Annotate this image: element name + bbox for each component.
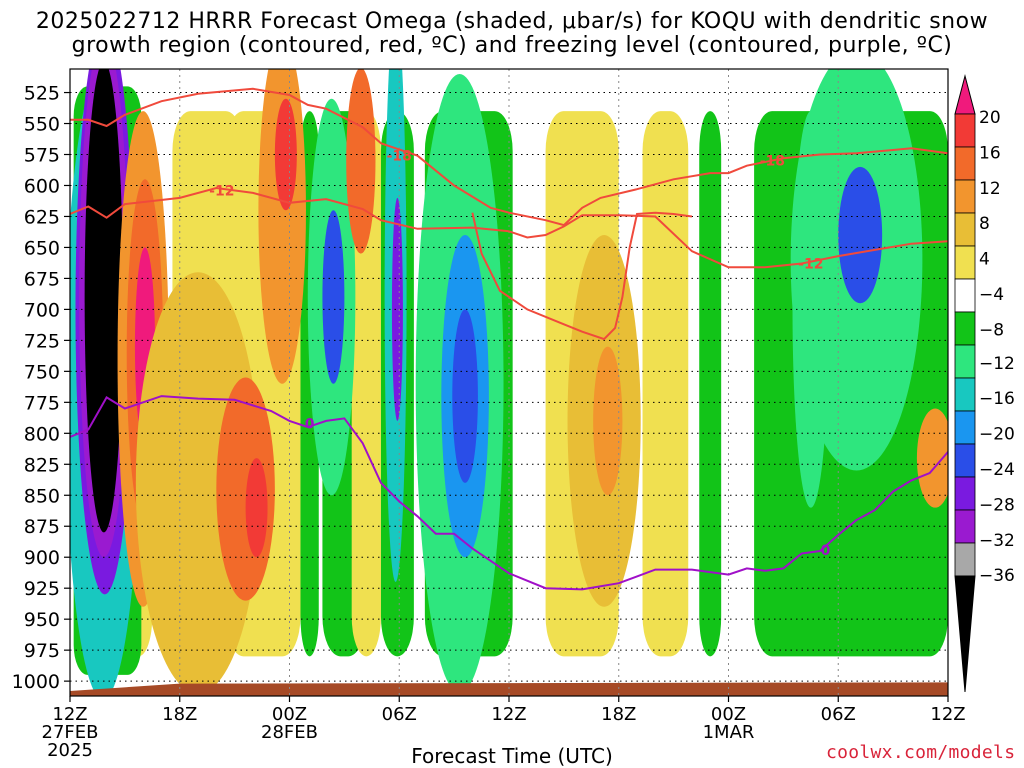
chart-title-line-2: growth region (contoured, red, ºC) and f…	[71, 33, 953, 58]
x-tick-label: 12Z	[491, 704, 526, 725]
source-credit: coolwx.com/models	[826, 742, 1016, 763]
colorbar-label: 12	[979, 179, 1001, 199]
x-tick-label: 18Z	[601, 704, 636, 725]
y-tick-label: 1000	[12, 671, 60, 693]
colorbar-swatch	[954, 476, 976, 511]
colorbar: 20 16 12 8 4 −4 −8 −12 −16 −20 −24 −28 −32 −36	[954, 74, 1015, 693]
colorbar-label: −20	[979, 425, 1015, 445]
y-tick-label: 975	[24, 640, 60, 662]
omega-cell	[322, 210, 345, 384]
x-tick-label: 18Z	[162, 704, 197, 725]
y-tick-label: 850	[24, 485, 60, 507]
colorbar-label: −36	[979, 566, 1015, 586]
contour-line	[70, 87, 948, 227]
omega-cell	[452, 309, 478, 483]
colorbar-label: −24	[979, 460, 1015, 480]
colorbar-label: −28	[979, 495, 1015, 515]
y-tick-label: 550	[24, 114, 60, 136]
omega-cell	[838, 166, 883, 304]
colorbar-swatch	[954, 509, 976, 544]
omega-cell	[135, 272, 261, 694]
colorbar-swatch	[954, 245, 976, 280]
contour-label: -18	[760, 154, 785, 170]
contour-label: -18	[387, 149, 412, 165]
contour-line	[70, 186, 948, 269]
contour-line	[471, 211, 693, 341]
colorbar-label: −4	[979, 285, 1004, 305]
y-tick-label: 600	[24, 175, 60, 197]
contour-label: -12	[209, 183, 234, 199]
colorbar-label: 20	[979, 108, 1001, 128]
omega-shading	[70, 69, 948, 696]
colorbar-label: 4	[979, 250, 990, 270]
contour-line	[70, 395, 948, 591]
colorbar-swatch	[954, 278, 976, 313]
contour-label: 0	[821, 543, 831, 559]
colorbar-swatch	[954, 311, 976, 346]
colorbar-label: −32	[979, 531, 1015, 551]
y-axis: 525 550 575 600 625 650 675 700 725 750 775 800 825 8…	[12, 83, 70, 693]
colorbar-label: −16	[979, 389, 1015, 409]
y-tick-label: 875	[24, 516, 60, 538]
x-tick-label: 00Z	[711, 704, 746, 725]
omega-cell	[593, 346, 623, 496]
terrain-fill	[70, 682, 948, 696]
temperature-contours: -12 -12 -18 -18 0 0	[70, 87, 948, 591]
x-tick-label: 1MAR	[703, 722, 755, 743]
chart-title-line-1: 2025022712 HRRR Forecast Omega (shaded, …	[35, 9, 989, 34]
y-tick-label: 950	[24, 609, 60, 631]
y-tick-label: 525	[24, 83, 60, 105]
y-tick-label: 675	[24, 268, 60, 290]
y-tick-label: 900	[24, 547, 60, 569]
y-tick-label: 775	[24, 392, 60, 414]
y-tick-label: 800	[24, 423, 60, 445]
colorbar-swatch	[954, 410, 976, 445]
y-tick-label: 825	[24, 454, 60, 476]
terrain-area	[70, 682, 948, 696]
colorbar-top-arrow	[954, 74, 976, 115]
colorbar-swatch	[954, 542, 976, 577]
omega-cell	[258, 69, 306, 384]
x-tick-label: 12Z	[52, 704, 87, 725]
y-tick-label: 625	[24, 206, 60, 228]
omega-cell	[792, 111, 830, 508]
omega-cell	[391, 197, 403, 421]
y-tick-label: 700	[24, 299, 60, 321]
y-tick-label: 750	[24, 361, 60, 383]
colorbar-swatch	[954, 443, 976, 478]
x-tick-label: 27FEB	[42, 722, 99, 743]
omega-cell	[245, 458, 268, 558]
colorbar-swatch	[954, 113, 976, 148]
colorbar-label: 16	[979, 143, 1001, 163]
y-tick-label: 925	[24, 578, 60, 600]
omega-cell	[346, 69, 376, 254]
x-tick-label: 12Z	[930, 704, 965, 725]
y-tick-label: 650	[24, 237, 60, 259]
colorbar-label: −12	[979, 354, 1015, 374]
colorbar-bottom-arrow	[954, 575, 976, 693]
colorbar-swatch	[954, 344, 976, 379]
x-axis-label: Forecast Time (UTC)	[411, 744, 613, 768]
omega-cell	[84, 69, 124, 533]
colorbar-swatch	[954, 377, 976, 412]
contour-label: 0	[305, 416, 315, 432]
omega-band	[642, 111, 689, 657]
x-tick-label: 06Z	[821, 704, 856, 725]
colorbar-swatch	[954, 146, 976, 181]
colorbar-swatch	[954, 179, 976, 214]
colorbar-swatch	[954, 212, 976, 247]
x-tick-label: 06Z	[382, 704, 417, 725]
x-tick-label: 2025	[47, 740, 93, 761]
x-tick-label: 28FEB	[261, 722, 318, 743]
colorbar-label: −8	[979, 320, 1004, 340]
y-tick-label: 725	[24, 330, 60, 352]
colorbar-label: 8	[979, 214, 990, 234]
contour-label: -12	[798, 257, 823, 273]
omega-band	[699, 111, 722, 657]
x-tick-label: 00Z	[272, 704, 307, 725]
y-tick-label: 575	[24, 145, 60, 167]
